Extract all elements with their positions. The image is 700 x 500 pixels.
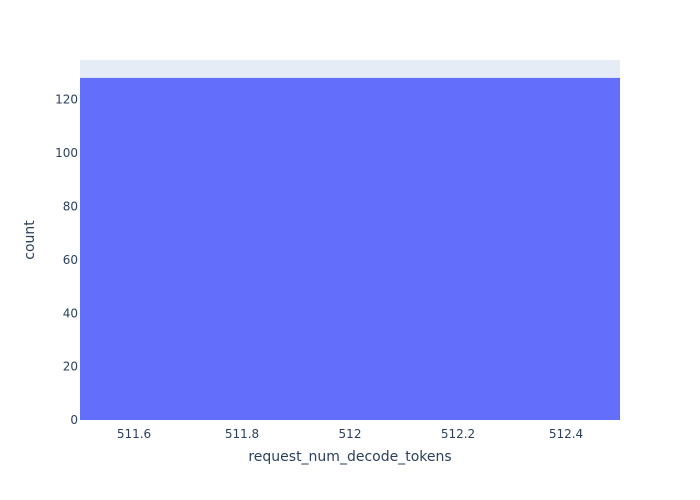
x-axis-ticks: 511.6 511.8 512 512.2 512.4 bbox=[117, 427, 583, 441]
y-tick-label: 100 bbox=[55, 146, 78, 160]
histogram-bar bbox=[80, 77, 620, 420]
y-axis-ticks: 0 20 40 60 80 100 120 bbox=[55, 92, 78, 427]
y-tick-label: 120 bbox=[55, 92, 78, 106]
y-tick-label: 40 bbox=[63, 306, 78, 320]
x-tick-label: 512.2 bbox=[441, 427, 475, 441]
x-axis-title: request_num_decode_tokens bbox=[248, 449, 451, 465]
y-tick-label: 0 bbox=[70, 413, 78, 427]
y-tick-label: 80 bbox=[63, 199, 78, 213]
x-tick-label: 511.8 bbox=[225, 427, 259, 441]
bars-group bbox=[80, 77, 620, 420]
y-tick-label: 60 bbox=[63, 253, 78, 267]
y-axis-title: count bbox=[22, 220, 38, 260]
x-tick-label: 512.4 bbox=[549, 427, 583, 441]
y-tick-label: 20 bbox=[63, 360, 78, 374]
x-tick-label: 511.6 bbox=[117, 427, 151, 441]
x-tick-label: 512 bbox=[339, 427, 362, 441]
